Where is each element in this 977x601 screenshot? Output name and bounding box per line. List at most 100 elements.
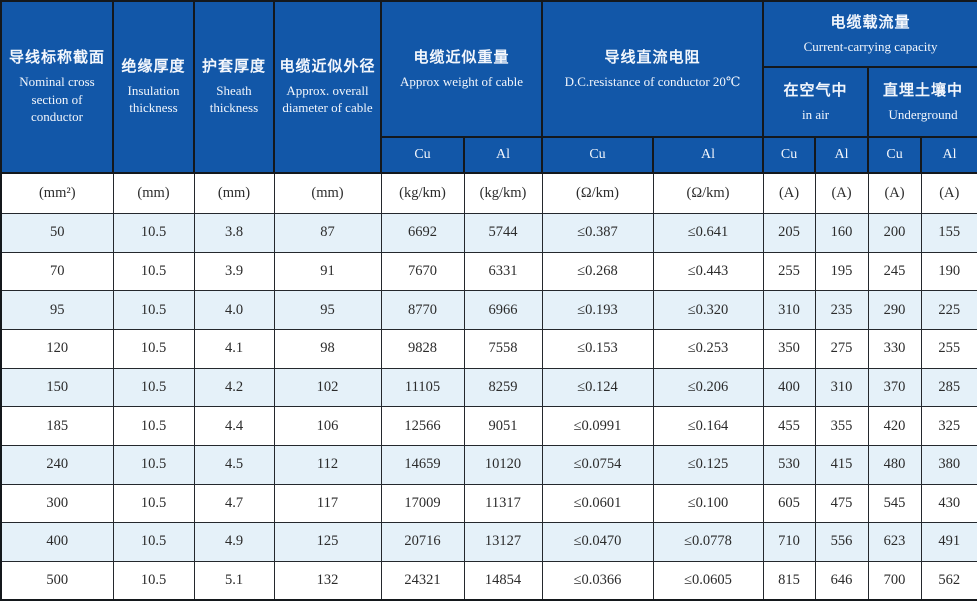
label-en: Sheath thickness [209,82,259,116]
data-cell: ≤0.641 [652,213,764,253]
data-cell: 95 [0,290,114,331]
data-cell: 4.0 [193,290,275,331]
data-cell: 623 [867,522,922,562]
data-cell: 10.5 [112,444,195,485]
header-underground: 直埋土壤中 Underground [867,66,977,138]
data-cell: 225 [920,290,977,331]
data-cell: 370 [867,367,922,408]
data-cell: 475 [814,483,869,524]
table-header: 导线标称截面 Nominal cross section of conducto… [0,0,977,174]
data-cell: 14854 [463,560,543,601]
data-cell: 20716 [380,522,465,562]
data-cell: 700 [867,560,922,601]
table-row: 150 10.5 4.2 102 11105 8259 ≤0.124 ≤0.206 400 310… [0,367,977,408]
header-overall-diameter: 电缆近似外径 Approx. overall diameter of cable [273,0,382,174]
table-row: 50 10.5 3.8 87 6692 5744 ≤0.387 ≤0.641 205 160 200… [0,213,977,253]
header-metal-al: Al [814,136,870,174]
data-cell: 5.1 [193,560,275,601]
label-en: Current-carrying capacity [803,38,938,54]
data-cell: 50 [0,213,114,253]
data-cell: 4.1 [193,329,275,369]
data-cell: 185 [0,406,114,446]
data-cell: 10.5 [112,560,195,601]
data-cell: 7670 [380,251,465,292]
data-cell: 112 [273,444,382,485]
data-cell: 455 [762,406,816,446]
data-cell: 11105 [380,367,465,408]
data-cell: ≤0.125 [652,444,764,485]
data-cell: 275 [814,329,869,369]
data-cell: 120 [0,329,114,369]
data-cell: 10120 [463,444,543,485]
data-cell: 87 [273,213,382,253]
data-cell: 300 [0,483,114,524]
data-cell: 4.7 [193,483,275,524]
data-cell: 106 [273,406,382,446]
data-cell: 70 [0,251,114,292]
data-cell: 235 [814,290,869,331]
data-cell: 420 [867,406,922,446]
data-cell: 195 [814,251,869,292]
data-cell: ≤0.0605 [652,560,764,601]
data-cell: 10.5 [112,483,195,524]
header-metal-cu: Cu [762,136,817,174]
data-cell: 190 [920,251,977,292]
data-cell: ≤0.253 [652,329,764,369]
header-metal-al: Al [652,136,765,174]
data-cell: ≤0.153 [541,329,654,369]
data-cell: ≤0.193 [541,290,654,331]
data-cell: 17009 [380,483,465,524]
table-row: 500 10.5 5.1 132 24321 14854 ≤0.0366 ≤0.0605 815… [0,560,977,601]
units-row: (mm²) (mm) (mm) (mm) (kg/km) (kg/km) (Ω/… [0,172,977,215]
data-cell: 155 [920,213,977,253]
table-row: 185 10.5 4.4 106 12566 9051 ≤0.0991 ≤0.164 455 35… [0,406,977,446]
data-cell: ≤0.0991 [541,406,654,446]
data-cell: 24321 [380,560,465,601]
data-cell: 7558 [463,329,543,369]
data-cell: ≤0.443 [652,251,764,292]
unit-cell: (Ω/km) [541,172,654,215]
table-row: 400 10.5 4.9 125 20716 13127 ≤0.0470 ≤0.0778 710… [0,522,977,562]
label-zh: 导线标称截面 [8,50,105,67]
unit-cell: (A) [920,172,977,215]
data-cell: ≤0.0754 [541,444,654,485]
data-cell: 14659 [380,444,465,485]
data-cell: 10.5 [112,213,195,253]
data-cell: 3.8 [193,213,275,253]
data-cell: 815 [762,560,816,601]
table-body: (mm²) (mm) (mm) (mm) (kg/km) (kg/km) (Ω/… [0,172,977,601]
data-cell: 310 [762,290,816,331]
data-cell: 500 [0,560,114,601]
data-cell: 562 [920,560,977,601]
data-cell: 132 [273,560,382,601]
data-cell: ≤0.320 [652,290,764,331]
data-cell: 102 [273,367,382,408]
data-cell: 8259 [463,367,543,408]
data-cell: 491 [920,522,977,562]
header-metal-al: Al [462,136,544,174]
label-zh: 直埋土壤中 [883,82,964,99]
data-cell: 646 [814,560,869,601]
data-cell: 310 [814,367,869,408]
header-sheath-thickness: 护套厚度 Sheath thickness [193,0,275,174]
data-cell: ≤0.387 [541,213,654,253]
data-cell: 10.5 [112,367,195,408]
data-cell: ≤0.0366 [541,560,654,601]
data-cell: 117 [273,483,382,524]
data-cell: ≤0.164 [652,406,764,446]
unit-cell: (A) [867,172,922,215]
data-cell: 330 [867,329,922,369]
data-cell: 160 [814,213,869,253]
data-cell: 255 [920,329,977,369]
header-metal-al: Al [920,136,977,174]
header-current-carrying-capacity: 电缆载流量 Current-carrying capacity [762,0,977,68]
label-zh: 电缆近似重量 [413,49,510,66]
data-cell: 9051 [463,406,543,446]
header-nominal-cross-section: 导线标称截面 Nominal cross section of conducto… [0,0,114,174]
data-cell: 98 [273,329,382,369]
table-row: 95 10.5 4.0 95 8770 6966 ≤0.193 ≤0.320 310 235 290… [0,290,977,331]
data-cell: 6966 [463,290,543,331]
data-cell: 10.5 [112,290,195,331]
unit-cell: (kg/km) [463,172,543,215]
